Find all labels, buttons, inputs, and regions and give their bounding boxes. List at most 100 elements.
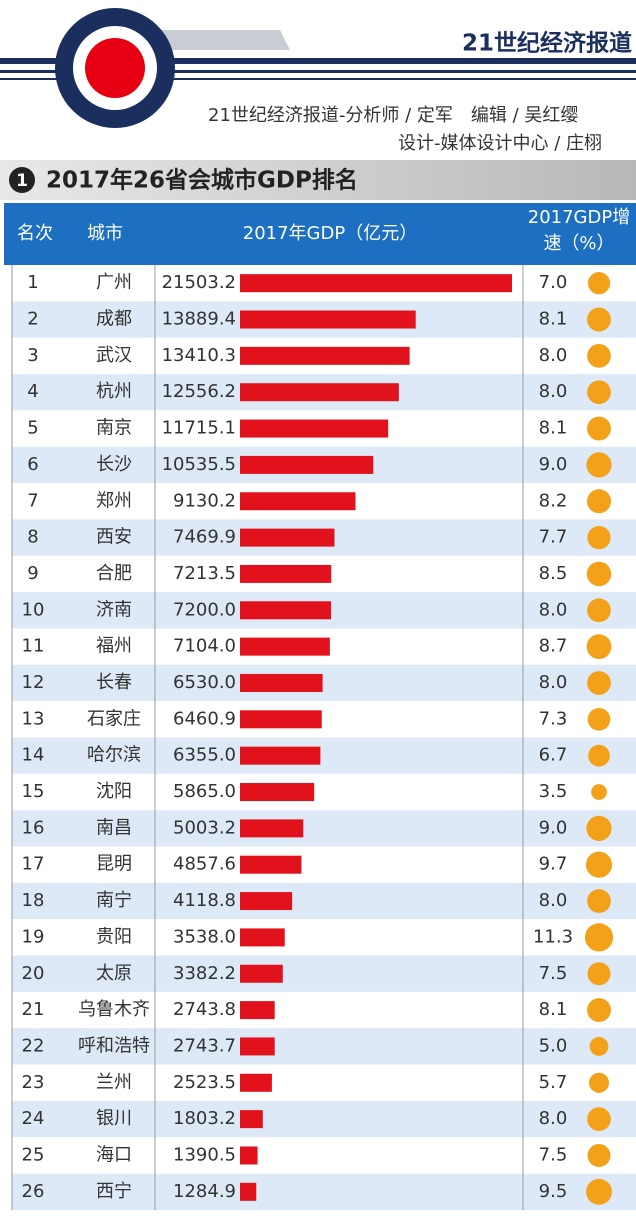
growth-dot bbox=[588, 744, 610, 767]
growth-dot bbox=[586, 561, 612, 587]
chart-title: 2017年26省会城市GDP排名 bbox=[46, 167, 358, 194]
growth-label: 5.0 bbox=[539, 1035, 568, 1056]
city: 长沙 bbox=[96, 454, 132, 475]
logo bbox=[0, 8, 636, 128]
gdp-label: 1803.2 bbox=[173, 1108, 236, 1129]
city: 海口 bbox=[96, 1144, 132, 1165]
city: 贵阳 bbox=[96, 926, 132, 947]
growth-dot bbox=[587, 998, 611, 1023]
city: 哈尔滨 bbox=[87, 745, 141, 766]
bar bbox=[240, 819, 304, 838]
growth-dot bbox=[587, 380, 611, 405]
growth-dot bbox=[586, 1178, 612, 1205]
city: 济南 bbox=[96, 599, 132, 620]
rank: 5 bbox=[27, 418, 38, 439]
gdp-label: 4857.6 bbox=[173, 854, 236, 875]
row-bg bbox=[12, 846, 636, 883]
growth-label: 9.0 bbox=[539, 454, 568, 475]
gdp-label: 6530.0 bbox=[173, 672, 236, 693]
wing bbox=[150, 30, 290, 50]
growth-dot bbox=[587, 343, 611, 368]
gdp-label: 6355.0 bbox=[173, 745, 236, 766]
bar bbox=[240, 673, 323, 692]
growth-dot bbox=[587, 307, 611, 332]
rank: 7 bbox=[27, 490, 38, 511]
city: 福州 bbox=[96, 636, 132, 657]
growth-dot bbox=[587, 889, 611, 913]
growth-dot bbox=[591, 784, 607, 800]
bar bbox=[240, 310, 416, 329]
growth-dot bbox=[587, 416, 611, 441]
rank: 17 bbox=[22, 854, 45, 875]
rank: 6 bbox=[27, 454, 38, 475]
city: 南宁 bbox=[96, 890, 132, 911]
growth-dot bbox=[587, 671, 611, 695]
row-bg bbox=[12, 919, 636, 956]
gdp-label: 9130.2 bbox=[173, 490, 236, 511]
growth-label: 8.2 bbox=[539, 490, 568, 511]
row-bg bbox=[12, 1173, 636, 1210]
gdp-label: 5003.2 bbox=[173, 817, 236, 838]
bar bbox=[240, 419, 389, 438]
row-bg bbox=[12, 1028, 636, 1065]
brand: 21世纪经济报道 bbox=[462, 30, 632, 57]
city: 西安 bbox=[96, 527, 132, 548]
growth-dot bbox=[586, 634, 612, 660]
growth-label: 11.3 bbox=[533, 926, 573, 947]
gdp-label: 3538.0 bbox=[173, 926, 236, 947]
city: 武汉 bbox=[96, 345, 132, 366]
gdp-label: 13889.4 bbox=[162, 309, 236, 330]
stripe bbox=[0, 70, 636, 73]
bar bbox=[240, 1182, 257, 1201]
bar bbox=[240, 783, 315, 802]
rank: 18 bbox=[22, 890, 45, 911]
stripe bbox=[0, 78, 636, 80]
gdp-label: 2743.8 bbox=[173, 999, 236, 1020]
bar bbox=[240, 928, 285, 947]
city: 长春 bbox=[96, 672, 132, 693]
city: 沈阳 bbox=[96, 781, 132, 802]
rank: 11 bbox=[22, 636, 45, 657]
city: 南京 bbox=[96, 418, 132, 439]
growth-label: 8.0 bbox=[539, 1108, 568, 1129]
growth-dot bbox=[585, 851, 613, 878]
stripe bbox=[0, 58, 636, 64]
rank: 21 bbox=[22, 999, 45, 1020]
title-bar bbox=[0, 160, 636, 200]
rank: 22 bbox=[22, 1035, 45, 1056]
gdp-label: 3382.2 bbox=[173, 963, 236, 984]
bar bbox=[240, 892, 293, 911]
gdp-label: 4118.8 bbox=[173, 890, 236, 911]
growth-label: 8.5 bbox=[539, 563, 568, 584]
rank: 16 bbox=[22, 817, 45, 838]
rank: 15 bbox=[22, 781, 45, 802]
bar bbox=[240, 383, 399, 402]
rank: 1 bbox=[27, 272, 38, 293]
column-header: 名次 bbox=[17, 223, 53, 244]
bar bbox=[240, 855, 302, 874]
city: 南昌 bbox=[96, 817, 132, 838]
gdp-label: 11715.1 bbox=[162, 418, 236, 439]
growth-label: 8.7 bbox=[539, 636, 568, 657]
city: 广州 bbox=[96, 272, 132, 293]
row-bg bbox=[12, 955, 636, 992]
gdp-label: 1390.5 bbox=[173, 1144, 236, 1165]
growth-label: 7.3 bbox=[539, 708, 568, 729]
growth-dot bbox=[587, 707, 611, 731]
row-bg bbox=[12, 737, 636, 774]
growth-label: 5.7 bbox=[539, 1072, 568, 1093]
rank: 3 bbox=[27, 345, 38, 366]
bar bbox=[240, 1037, 275, 1056]
gdp-label: 13410.3 bbox=[162, 345, 236, 366]
growth-dot bbox=[587, 962, 611, 986]
city: 西宁 bbox=[96, 1181, 132, 1202]
legend-series: 2017GDP增速（%） bbox=[527, 207, 631, 254]
growth-dot bbox=[589, 1037, 609, 1056]
growth-dot bbox=[587, 598, 611, 623]
gdp-label: 7200.0 bbox=[173, 599, 236, 620]
city: 合肥 bbox=[96, 563, 132, 584]
growth-label: 8.1 bbox=[539, 418, 568, 439]
growth-dot bbox=[587, 525, 611, 550]
credit: 设计-媒体设计中心 / 庄栩 bbox=[398, 133, 602, 154]
bar bbox=[240, 1146, 258, 1165]
